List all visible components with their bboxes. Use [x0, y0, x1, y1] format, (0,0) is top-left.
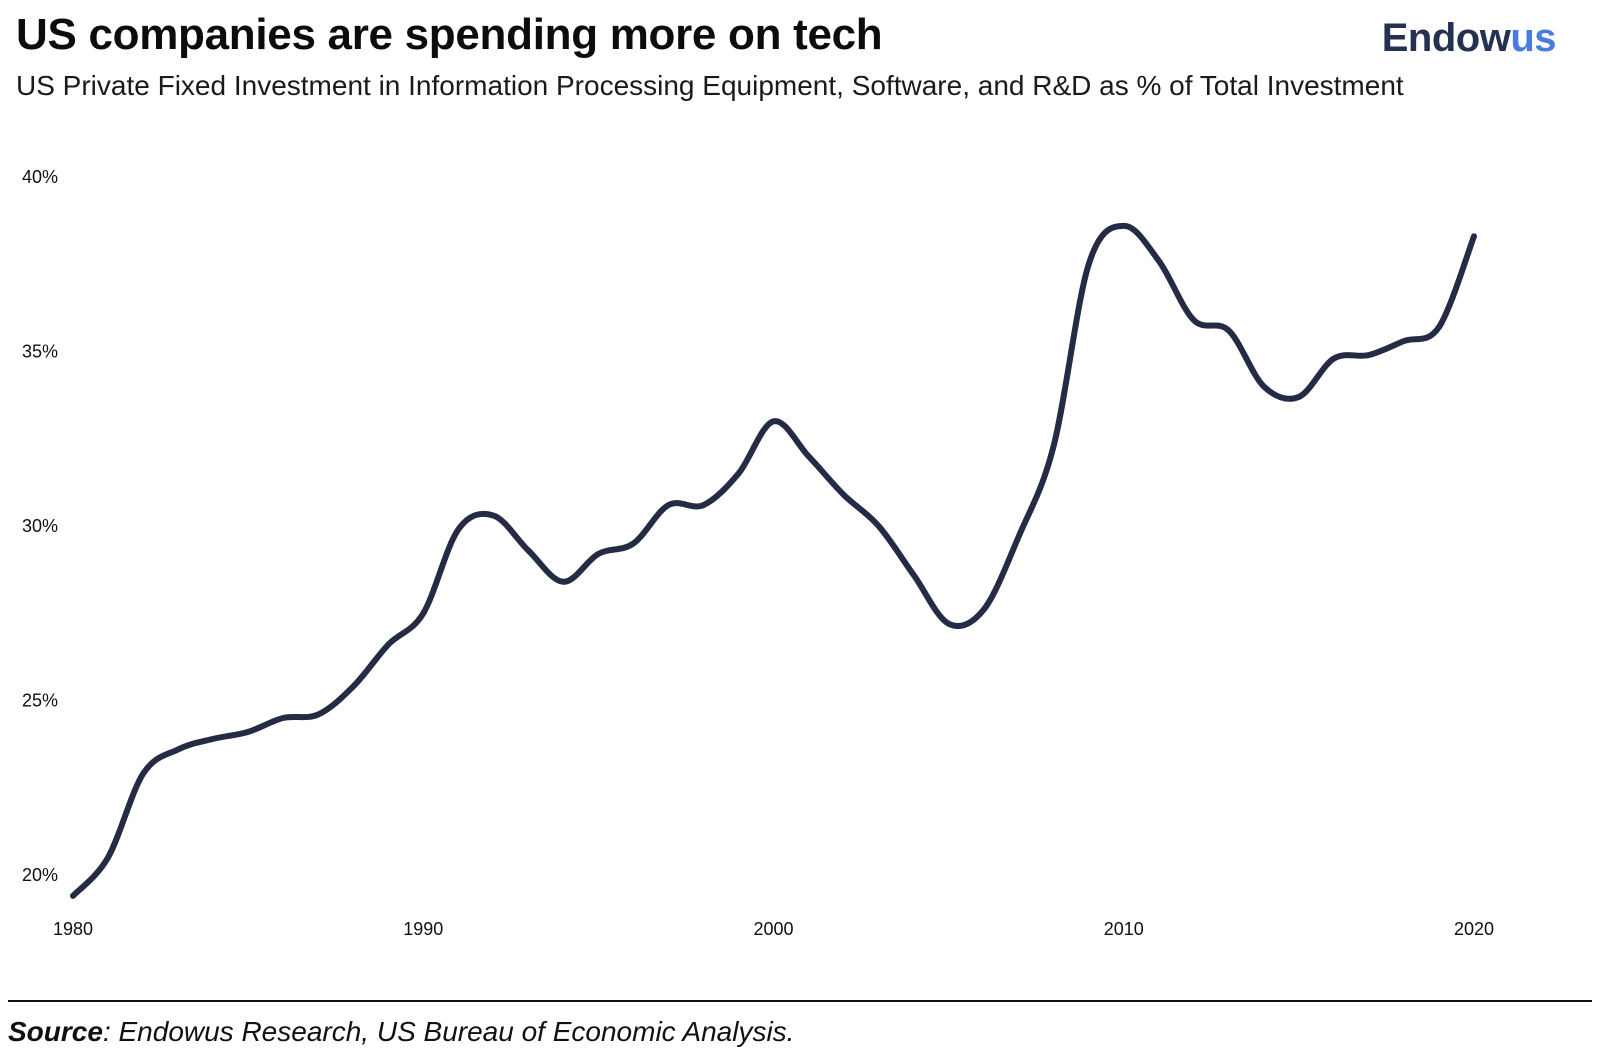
y-axis-ticks: 20% 25% 30% 35% 40% [22, 167, 58, 885]
source-label: Source [8, 1016, 103, 1047]
line-chart: 20% 25% 30% 35% 40% 1980 1990 2000 2010 2020 [22, 167, 1494, 939]
source-note: Source: Endowus Research, US Bureau of E… [8, 1016, 794, 1048]
y-tick-label: 30% [22, 516, 58, 536]
y-tick-label: 25% [22, 691, 58, 711]
endowus-logo: Endowus [1381, 16, 1557, 61]
series-line [70, 222, 1477, 899]
x-tick-label: 2000 [753, 919, 793, 939]
x-tick-label: 2020 [1454, 919, 1494, 939]
x-tick-label: 2010 [1104, 919, 1144, 939]
logo-part-us: us [1510, 16, 1556, 60]
footer-divider [8, 1000, 1592, 1002]
y-tick-label: 20% [22, 865, 58, 885]
logo-part-endow: Endow [1381, 16, 1511, 60]
y-tick-label: 35% [22, 342, 58, 362]
x-tick-label: 1980 [53, 919, 93, 939]
x-tick-label: 1990 [403, 919, 443, 939]
chart-subtitle: US Private Fixed Investment in Informati… [16, 70, 1404, 101]
chart-title: US companies are spending more on tech [16, 10, 883, 59]
y-tick-label: 40% [22, 167, 58, 187]
x-axis-ticks: 1980 1990 2000 2010 2020 [53, 919, 1494, 939]
source-text: : Endowus Research, US Bureau of Economi… [102, 1016, 795, 1047]
